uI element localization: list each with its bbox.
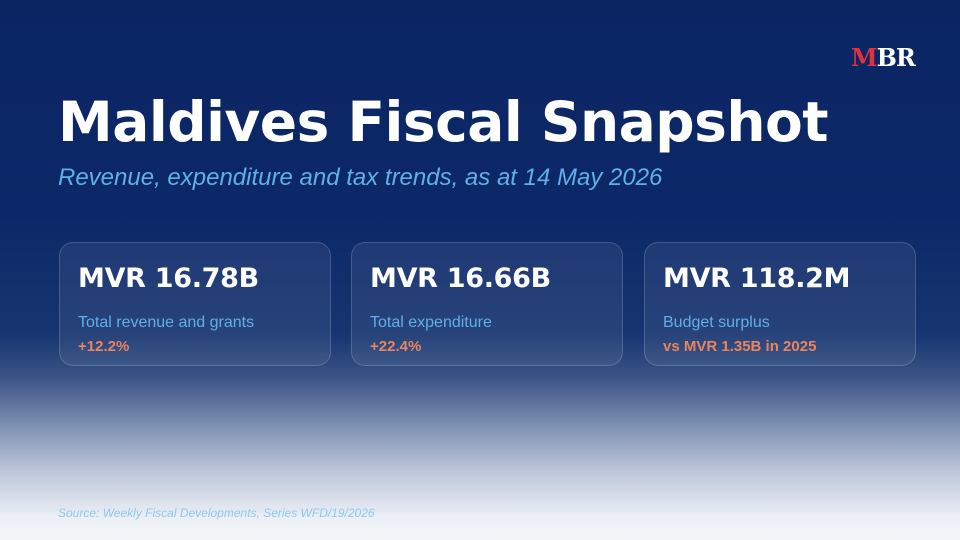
- stat-change: +12.2%: [78, 338, 130, 355]
- stat-label: Total expenditure: [370, 314, 492, 331]
- stat-value: MVR 16.66B: [370, 263, 551, 294]
- stat-card-surplus: MVR 118.2M Budget surplus vs MVR 1.35B i…: [644, 242, 916, 366]
- brand-logo: MBR: [851, 43, 916, 72]
- logo-letter-m: M: [851, 43, 878, 72]
- page-subtitle: Revenue, expenditure and tax trends, as …: [58, 164, 663, 191]
- stat-value: MVR 16.78B: [78, 263, 259, 294]
- stat-value: MVR 118.2M: [663, 263, 851, 294]
- stat-card-revenue: MVR 16.78B Total revenue and grants +12.…: [59, 242, 331, 366]
- source-note: Source: Weekly Fiscal Developments, Seri…: [58, 506, 375, 520]
- stat-label: Budget surplus: [663, 314, 770, 331]
- page-title: Maldives Fiscal Snapshot: [58, 90, 829, 154]
- stat-change: vs MVR 1.35B in 2025: [663, 338, 817, 355]
- stat-change: +22.4%: [370, 338, 422, 355]
- logo-letters-br: BR: [876, 43, 916, 72]
- stat-label: Total revenue and grants: [78, 314, 255, 331]
- stat-card-expenditure: MVR 16.66B Total expenditure +22.4%: [351, 242, 623, 366]
